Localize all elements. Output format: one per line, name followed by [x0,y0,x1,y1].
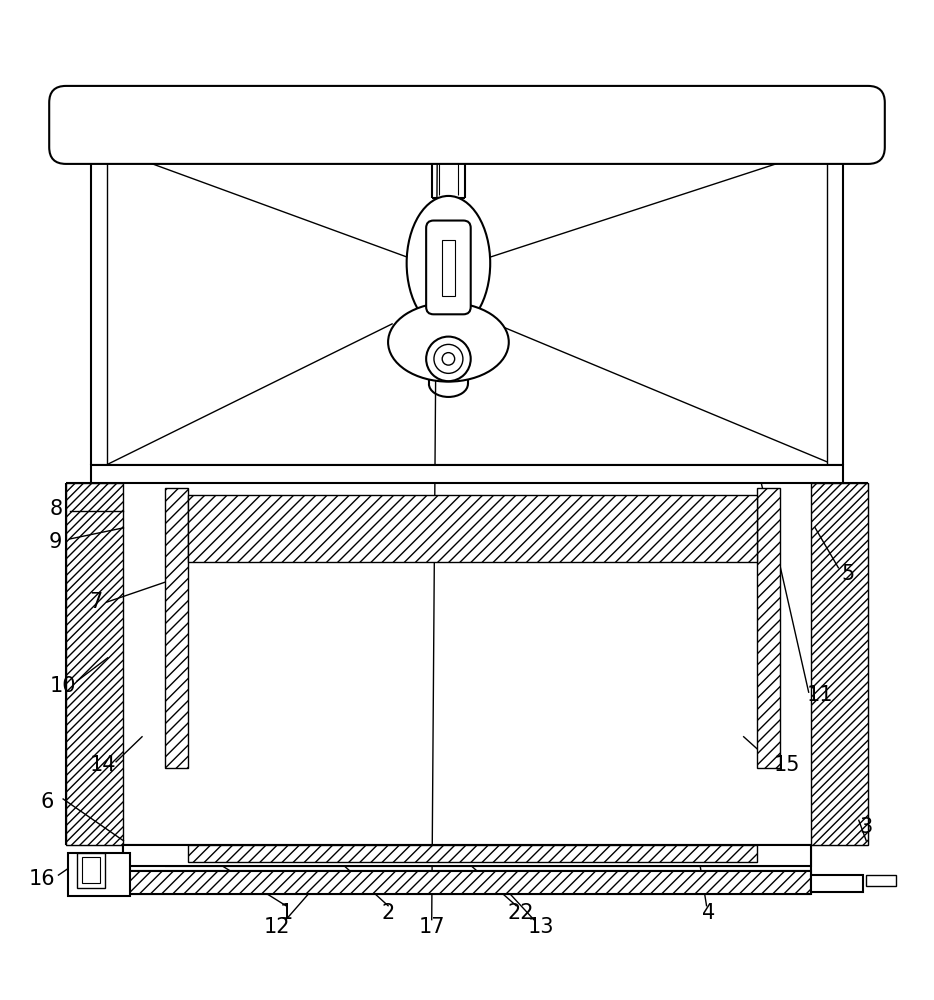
Text: 10: 10 [50,676,77,696]
Text: 16: 16 [28,869,55,889]
Text: 9: 9 [49,532,63,552]
Bar [81,857,100,883]
Text: 2: 2 [381,903,395,923]
Circle shape [426,337,471,381]
Circle shape [434,344,463,373]
Text: 1: 1 [279,903,292,923]
Bar [811,875,863,892]
Text: 17: 17 [418,917,445,937]
Bar [91,465,843,483]
Bar [165,488,189,768]
Bar [811,483,868,845]
Bar [866,875,896,886]
Text: 4: 4 [701,903,715,923]
Bar [189,845,757,862]
Bar [77,853,105,888]
Bar [123,871,811,894]
Bar [123,845,811,866]
Text: 6: 6 [41,792,54,812]
Text: 7: 7 [89,592,102,612]
Text: 13: 13 [528,917,555,937]
Ellipse shape [389,303,509,382]
Text: 8: 8 [50,499,63,519]
Ellipse shape [406,196,490,331]
Bar [442,240,455,296]
Bar [68,853,130,896]
Bar [189,495,757,562]
Text: 22: 22 [507,903,534,923]
FancyBboxPatch shape [50,86,884,164]
Text: 14: 14 [90,755,117,775]
Text: 5: 5 [841,564,855,584]
Text: 11: 11 [807,685,833,705]
Circle shape [442,353,455,365]
Bar [66,483,123,845]
Text: 15: 15 [774,755,800,775]
Text: 12: 12 [263,917,290,937]
Bar [757,488,780,768]
Text: 3: 3 [859,817,873,837]
FancyBboxPatch shape [426,221,471,314]
